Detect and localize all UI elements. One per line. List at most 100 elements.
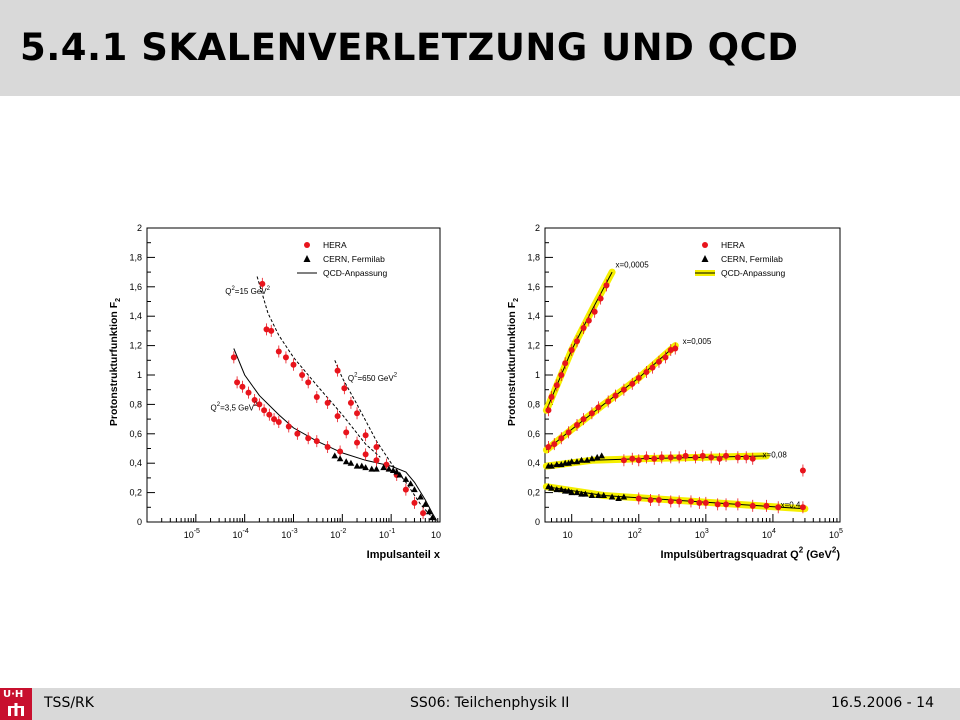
cern-point bbox=[385, 465, 393, 472]
cern-point bbox=[600, 492, 607, 499]
hera-point bbox=[285, 423, 292, 430]
hera-point bbox=[341, 385, 348, 392]
hera-point bbox=[620, 457, 627, 464]
hera-point bbox=[259, 280, 266, 287]
hera-point bbox=[629, 455, 636, 462]
chart-2: 0 0,2 0,4 0,6 0,8 1 1,2 1,4 1,6 1,8 2 10 102 103 104 10… bbox=[506, 223, 843, 561]
y-tick-label: 0 bbox=[535, 517, 540, 527]
hera-point bbox=[799, 467, 806, 474]
hera-point bbox=[580, 416, 587, 423]
hera-point bbox=[313, 438, 320, 445]
y-tick-label: 0,2 bbox=[527, 488, 540, 498]
curve-annotation: x=0,005 bbox=[683, 337, 712, 346]
hera-point bbox=[420, 510, 427, 517]
x-axis-label: Impulsübertragsquadrat Q2 (GeV2) bbox=[661, 545, 841, 561]
slide-title: 5.4.1 SKALENVERLETZUNG UND QCD bbox=[20, 26, 799, 69]
cern-point bbox=[573, 489, 581, 496]
x-tick-label: 105 bbox=[829, 528, 843, 540]
footer-course: SS06: Teilchenphysik II bbox=[410, 695, 570, 711]
legend-label: HERA bbox=[323, 240, 347, 250]
hera-point bbox=[708, 454, 715, 461]
hera-point bbox=[655, 496, 662, 503]
hera-point bbox=[643, 369, 650, 376]
hera-point bbox=[723, 452, 730, 459]
hera-point bbox=[354, 410, 361, 417]
hera-point bbox=[282, 354, 289, 361]
hera-point bbox=[662, 354, 669, 361]
hera-point bbox=[620, 386, 627, 393]
y-tick-label: 2 bbox=[137, 223, 142, 233]
hera-point bbox=[261, 407, 268, 414]
cern-point bbox=[358, 462, 366, 469]
hera-point bbox=[658, 454, 665, 461]
legend-cern-marker bbox=[701, 255, 709, 262]
university-logo: U·H bbox=[0, 688, 32, 720]
y-tick-label: 0 bbox=[137, 517, 142, 527]
hera-point bbox=[230, 354, 237, 361]
hera-point bbox=[605, 398, 612, 405]
hera-point bbox=[294, 430, 301, 437]
cern-point bbox=[342, 458, 350, 465]
x-tick-label: 103 bbox=[695, 528, 709, 540]
y-tick-label: 0,8 bbox=[527, 399, 540, 409]
title-bar: 5.4.1 SKALENVERLETZUNG UND QCD bbox=[0, 0, 960, 96]
hera-point bbox=[647, 496, 654, 503]
cern-point bbox=[568, 458, 575, 465]
hera-point bbox=[347, 399, 354, 406]
qcd-fit-line bbox=[334, 360, 433, 518]
hera-point bbox=[635, 374, 642, 381]
hera-point bbox=[362, 432, 369, 439]
cern-point bbox=[558, 486, 565, 493]
y-tick-label: 1,4 bbox=[527, 311, 540, 321]
legend-cern-marker bbox=[303, 255, 311, 262]
cern-point bbox=[568, 489, 575, 496]
cern-point bbox=[393, 468, 401, 475]
curve-annotation: x=0,08 bbox=[763, 450, 788, 459]
hera-point bbox=[568, 347, 575, 354]
cern-point bbox=[578, 456, 585, 463]
hera-point bbox=[299, 372, 306, 378]
hera-point bbox=[362, 451, 369, 458]
curve-annotation: Q2=3,5 GeV2 bbox=[211, 402, 259, 412]
hera-point bbox=[676, 454, 683, 461]
hera-point bbox=[545, 444, 552, 451]
hera-point bbox=[337, 448, 344, 455]
hera-point bbox=[743, 454, 750, 461]
hera-point bbox=[251, 396, 258, 403]
x-tick-label: 104 bbox=[762, 528, 776, 540]
legend-label: CERN, Fermilab bbox=[323, 254, 385, 264]
y-tick-label: 0,6 bbox=[527, 429, 540, 439]
hera-point bbox=[562, 360, 569, 367]
cern-point bbox=[615, 494, 622, 501]
hera-point bbox=[305, 379, 312, 386]
y-tick-label: 1,6 bbox=[129, 282, 142, 292]
y-axis-label: Protonstrukturfunktion F2 bbox=[108, 298, 122, 426]
hera-point bbox=[799, 504, 806, 511]
y-tick-label: 0,4 bbox=[129, 458, 142, 468]
cern-point bbox=[411, 486, 418, 493]
hera-point bbox=[643, 454, 650, 461]
cern-point bbox=[598, 452, 605, 459]
hera-point bbox=[290, 361, 297, 368]
chart-1: 0 0,2 0,4 0,6 0,8 1 1,2 1,4 1,6 1,8 2 10-5 10-4 10-3 1… bbox=[108, 223, 441, 561]
x-tick-label: 10 bbox=[563, 530, 573, 540]
x-axis-label: Impulsanteil x bbox=[367, 549, 441, 561]
hera-point bbox=[373, 457, 380, 464]
cern-point bbox=[553, 486, 561, 493]
y-tick-label: 0,4 bbox=[527, 458, 540, 468]
y-tick-label: 1 bbox=[535, 370, 540, 380]
x-tick-label: 10-5 bbox=[184, 528, 200, 540]
qcd-fit-line bbox=[256, 276, 381, 458]
cern-point bbox=[588, 492, 596, 499]
hera-point bbox=[714, 501, 721, 508]
cern-point bbox=[425, 508, 433, 515]
legend-hera-marker bbox=[702, 242, 708, 248]
curve-annotation: Q2=15 GeV2 bbox=[225, 286, 270, 296]
cern-point bbox=[620, 493, 628, 500]
y-tick-label: 1,6 bbox=[527, 282, 540, 292]
x-tick-label: 10-2 bbox=[330, 528, 346, 540]
hera-point bbox=[629, 380, 636, 387]
hera-point bbox=[635, 495, 642, 502]
hera-point bbox=[595, 404, 602, 411]
